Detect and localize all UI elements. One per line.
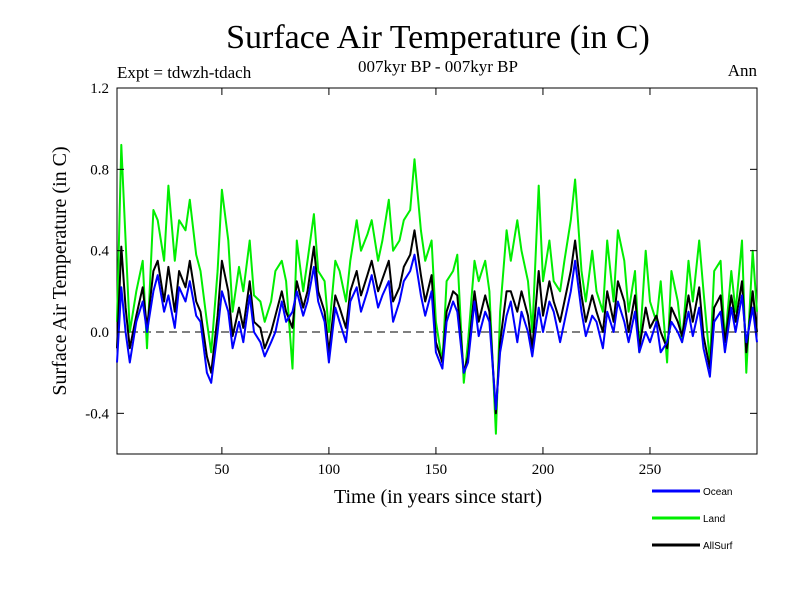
series-line-ocean <box>116 253 758 411</box>
chart-title: Surface Air Temperature (in C) <box>226 19 650 56</box>
legend-label-ocean: Ocean <box>703 487 732 498</box>
plot-area <box>116 87 758 455</box>
plot-frame <box>116 87 758 455</box>
x-tick-label: 150 <box>425 462 448 478</box>
series-line-land <box>116 143 758 435</box>
x-tick-label: 100 <box>318 462 341 478</box>
legend-label-land: Land <box>703 514 725 525</box>
x-tick-label: 50 <box>214 462 229 478</box>
y-tick-label: 0.8 <box>90 162 109 178</box>
y-tick-label: -0.4 <box>85 406 109 422</box>
x-axis-label: Time (in years since start) <box>334 486 542 508</box>
y-tick-label: 0.0 <box>90 325 109 341</box>
y-axis-label: Surface Air Temperature (in C) <box>49 146 71 395</box>
x-tick-label: 250 <box>639 462 662 478</box>
x-tick-label: 200 <box>532 462 555 478</box>
season-label: Ann <box>728 61 758 80</box>
y-tick-label: 1.2 <box>90 81 109 97</box>
legend: Ocean Land AllSurf <box>652 487 733 552</box>
chart-subtitle: 007kyr BP - 007kyr BP <box>358 57 518 76</box>
legend-label-allsurf: AllSurf <box>703 541 733 552</box>
experiment-label: Expt = tdwzh-tdach <box>117 63 252 82</box>
y-tick-label: 0.4 <box>90 244 109 260</box>
